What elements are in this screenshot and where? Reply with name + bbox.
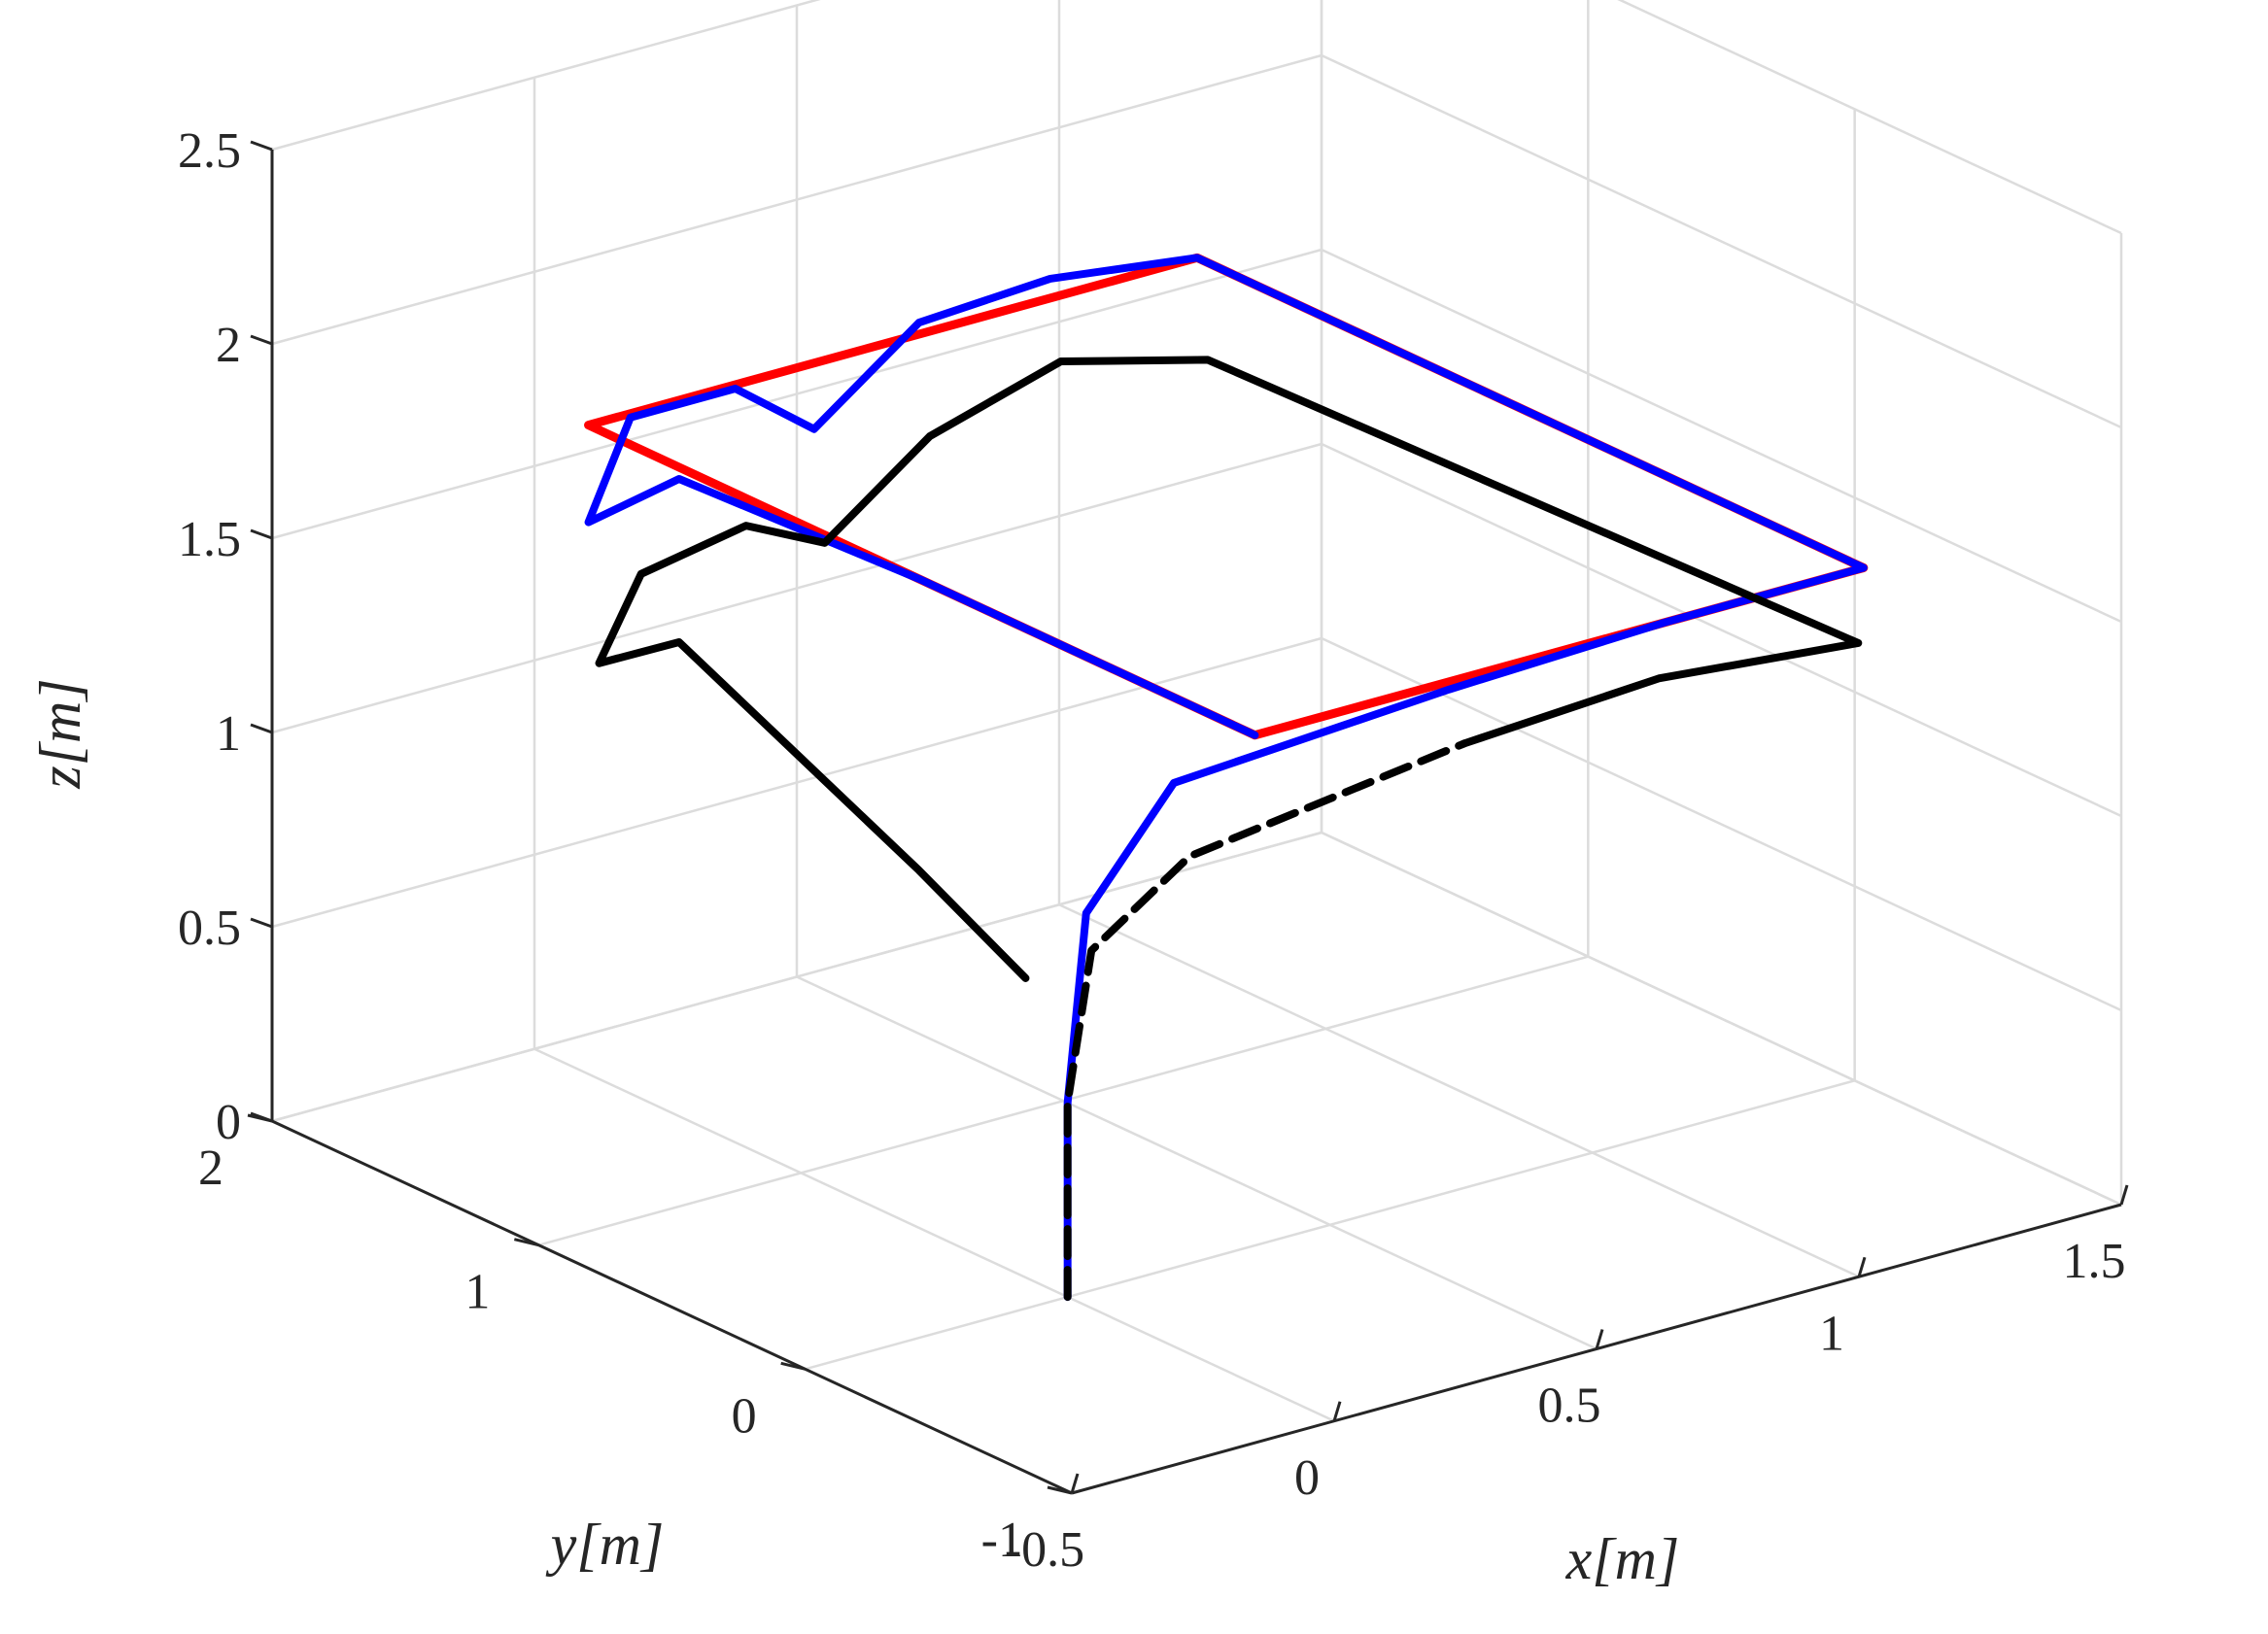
z-tick-label: 2	[216, 318, 241, 373]
series	[584, 253, 1869, 1302]
grid-line	[1321, 442, 2122, 818]
y-tick-mark	[780, 1361, 807, 1371]
y-tick-label: -1	[981, 1513, 1023, 1568]
y-tick-mark	[1047, 1485, 1073, 1495]
grid-line	[271, 248, 1323, 540]
z-tick-mark	[250, 917, 273, 929]
grid-line	[1617, 0, 2122, 235]
z-tick-mark	[250, 140, 273, 152]
grid-line	[1321, 53, 2122, 429]
grid-line	[271, 442, 1323, 734]
grid-line	[805, 1079, 1855, 1371]
x-tick-mark	[1070, 1473, 1080, 1494]
y-axis-label: y[m]	[545, 1513, 665, 1577]
grid-line	[271, 0, 821, 152]
grid-line	[533, 1047, 1335, 1422]
y-tick-label: 1	[464, 1265, 490, 1320]
y-axis-line	[271, 1119, 1073, 1495]
series-line-2	[1063, 739, 1469, 1302]
z-tick-label: 0	[216, 1095, 241, 1150]
grid-line	[1321, 248, 2122, 624]
grid-line	[796, 975, 1598, 1350]
x-tick-label: -0.5	[1005, 1522, 1084, 1578]
grid-line	[538, 955, 1589, 1246]
z-tick-label: 1	[216, 706, 241, 762]
x-tick-mark	[1332, 1401, 1342, 1422]
x-tick-mark	[2119, 1184, 2129, 1206]
z-tick-mark	[250, 1111, 273, 1123]
y-tick-mark	[513, 1238, 539, 1247]
z-tick-mark	[250, 334, 273, 346]
z-tick-label: 1.5	[178, 512, 241, 567]
x-tick-label: 1.5	[2063, 1234, 2126, 1289]
x-tick-label: 1	[1819, 1306, 1844, 1361]
z-tick-mark	[250, 528, 273, 540]
x-tick-label: 0	[1294, 1450, 1320, 1506]
x-tick-mark	[1595, 1329, 1604, 1349]
x-tick-mark	[1857, 1256, 1867, 1277]
z-tick-mark	[250, 723, 273, 734]
grid	[270, 0, 2123, 1495]
series-line-1	[584, 254, 1868, 1302]
z-tick-label: 2.5	[178, 123, 241, 179]
x-tick-label: 0.5	[1538, 1379, 1601, 1434]
z-tick-label: 0.5	[178, 901, 241, 956]
grid-line	[1321, 831, 2122, 1207]
z-axis-label: z[m]	[28, 678, 92, 789]
y-tick-label: 2	[198, 1140, 223, 1196]
grid-line	[271, 831, 1323, 1123]
axes	[247, 140, 2129, 1495]
grid-line	[271, 53, 1323, 346]
series-line-3	[595, 356, 1863, 982]
grid-line	[1058, 903, 1860, 1278]
x-axis-label: x[m]	[1565, 1527, 1680, 1591]
grid-line	[1321, 636, 2122, 1012]
y-tick-label: 0	[732, 1388, 757, 1444]
